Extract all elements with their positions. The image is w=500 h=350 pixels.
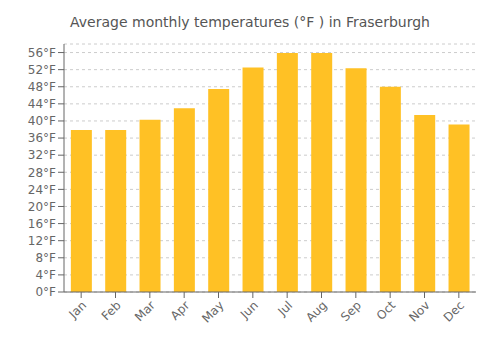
- html-text:Average monthly temperatures (: Average monthly temperatures (°F ) in Fr…: [70, 14, 430, 30]
- svg-text:Feb: Feb: [99, 298, 124, 323]
- svg-text:Aug: Aug: [303, 298, 329, 324]
- svg-text:44°F: 44°F: [28, 97, 56, 111]
- svg-text:Jun: Jun: [237, 298, 261, 322]
- svg-text:32°F: 32°F: [28, 148, 56, 162]
- svg-text:48°F: 48°F: [28, 80, 56, 94]
- svg-text:52°F: 52°F: [28, 63, 56, 77]
- svg-text:Mar: Mar: [132, 298, 158, 324]
- svg-text:4°F: 4°F: [35, 268, 56, 282]
- svg-text:24°F: 24°F: [28, 183, 56, 197]
- svg-text:28°F: 28°F: [28, 166, 56, 180]
- svg-text:36°F: 36°F: [28, 131, 56, 145]
- svg-text:0°F: 0°F: [35, 285, 56, 299]
- svg-text:Sep: Sep: [338, 298, 364, 324]
- svg-text:20°F: 20°F: [28, 200, 56, 214]
- svg-text:40°F: 40°F: [28, 114, 56, 128]
- svg-text:12°F: 12°F: [28, 234, 56, 248]
- svg-text:Nov: Nov: [406, 298, 432, 324]
- svg-text:56°F: 56°F: [28, 46, 56, 60]
- svg-text:Apr: Apr: [168, 298, 193, 323]
- svg-text:Jan: Jan: [66, 298, 90, 322]
- svg-text:Dec: Dec: [441, 298, 467, 324]
- svg-text:16°F: 16°F: [28, 217, 56, 231]
- svg-text:Jul: Jul: [274, 298, 295, 319]
- svg-text:Oct: Oct: [374, 298, 399, 323]
- svg-text:8°F: 8°F: [35, 251, 56, 265]
- svg-text:May: May: [199, 298, 226, 325]
